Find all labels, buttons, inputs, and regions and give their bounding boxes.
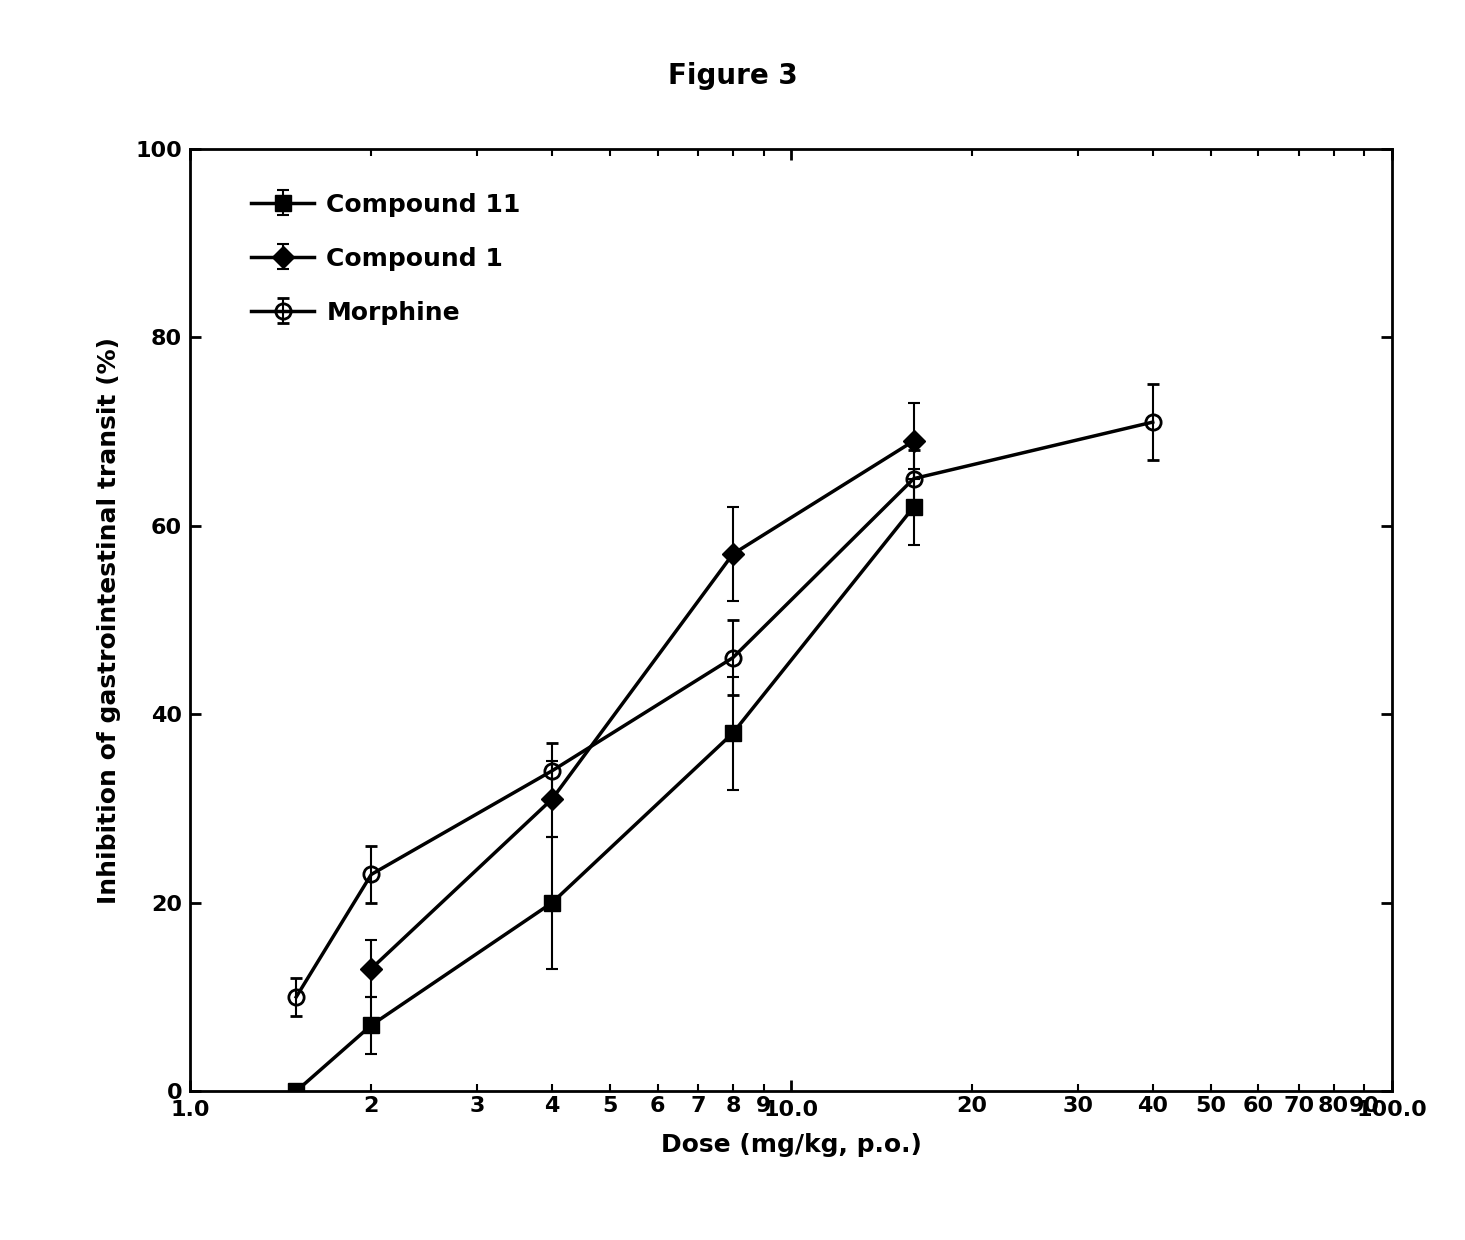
Legend: Compound 11, Compound 1, Morphine: Compound 11, Compound 1, Morphine [239, 180, 533, 337]
Y-axis label: Inhibition of gastrointestinal transit (%): Inhibition of gastrointestinal transit (… [98, 336, 122, 904]
X-axis label: Dose (mg/kg, p.o.): Dose (mg/kg, p.o.) [661, 1133, 921, 1157]
Text: Figure 3: Figure 3 [668, 62, 797, 91]
